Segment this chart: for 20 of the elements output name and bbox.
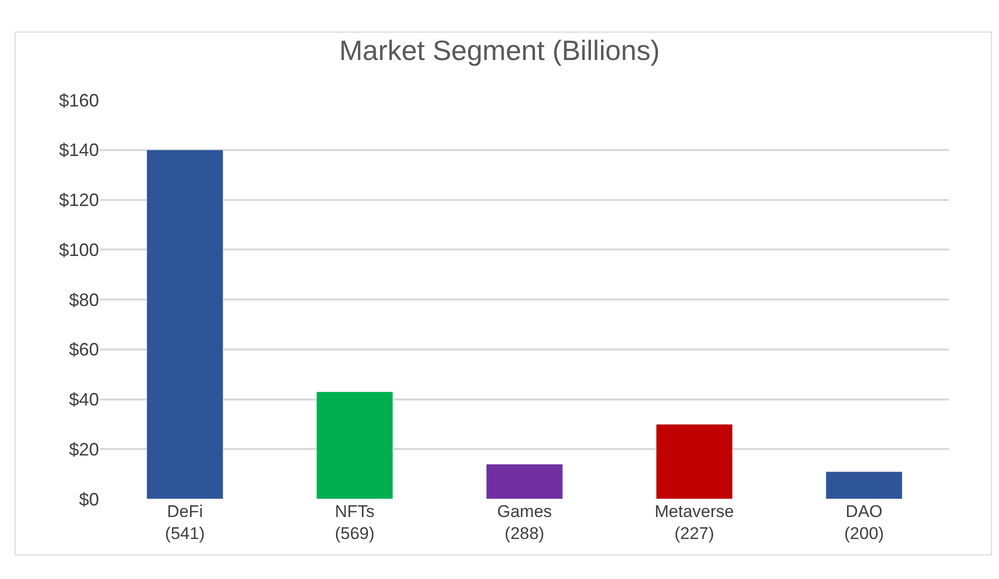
y-tick-label: $140 <box>58 140 99 160</box>
y-tick-label: $120 <box>58 190 99 210</box>
bar <box>146 150 224 499</box>
chart-title: Market Segment (Billions) <box>339 35 660 66</box>
y-tick-label: $100 <box>58 240 99 260</box>
x-tick-label: DeFi (541) <box>165 502 205 544</box>
y-tick-label: $160 <box>58 90 99 110</box>
x-tick-label: Games (288) <box>497 502 552 544</box>
bar <box>826 471 903 499</box>
x-tick-label: NFTs (569) <box>334 502 375 544</box>
x-tick-label: DAO (200) <box>844 502 884 544</box>
y-tick-label: $20 <box>68 439 99 460</box>
y-tick-label: $80 <box>68 290 99 310</box>
y-tick-label: $40 <box>68 390 99 410</box>
y-tick-label: $60 <box>68 340 99 360</box>
x-tick-label: Metaverse (227) <box>654 502 734 544</box>
y-tick-label: $0 <box>78 489 99 510</box>
bar <box>656 424 733 499</box>
bar <box>316 392 394 499</box>
bar <box>486 464 563 499</box>
